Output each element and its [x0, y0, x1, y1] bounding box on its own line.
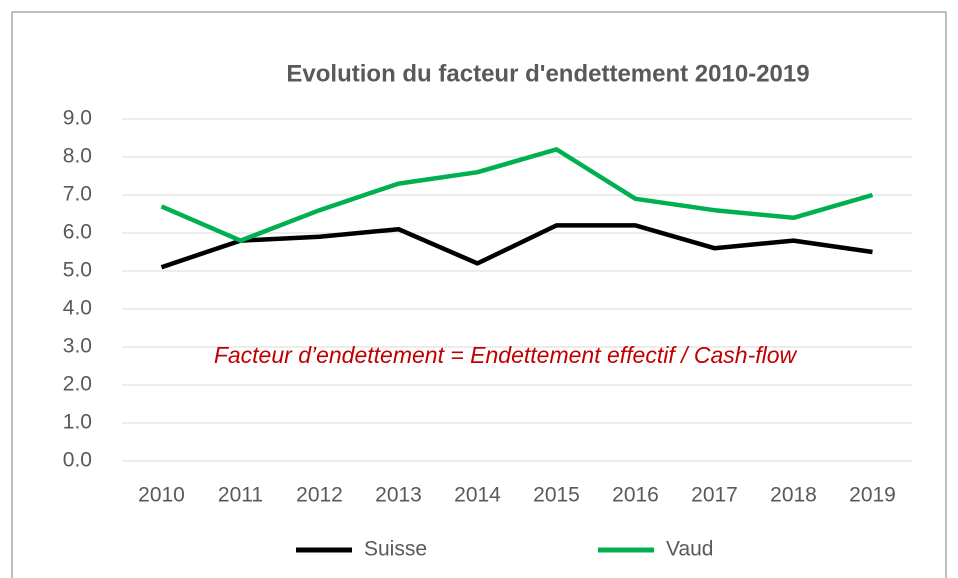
series-line [160, 223, 873, 270]
x-tick-label: 2017 [691, 484, 738, 507]
y-tick-label: 3.0 [63, 335, 92, 358]
x-tick-label: 2018 [770, 484, 817, 507]
y-tick-label: 2.0 [63, 373, 92, 396]
y-tick-label: 6.0 [63, 221, 92, 244]
y-tick-label: 9.0 [63, 107, 92, 130]
annotation: Facteur d’endettement = Endettement effe… [214, 342, 798, 368]
x-tick-label: 2019 [849, 484, 896, 507]
x-tick-label: 2015 [533, 484, 580, 507]
y-tick-label: 5.0 [63, 259, 92, 282]
x-tick-label: 2014 [454, 484, 501, 507]
x-tick-label: 2013 [375, 484, 422, 507]
y-tick-label: 7.0 [63, 183, 92, 206]
x-tick-label: 2011 [218, 484, 263, 507]
x-tick-label: 2010 [138, 484, 185, 507]
y-tick-label: 1.0 [63, 411, 92, 434]
x-tick-label: 2016 [612, 484, 659, 507]
chart-border [11, 11, 947, 578]
chart-title: Evolution du facteur d'endettement 2010-… [286, 60, 809, 87]
x-tick-label: 2012 [296, 484, 343, 507]
series-line [160, 147, 874, 243]
legend-label: Suisse [364, 538, 427, 561]
y-tick-label: 8.0 [63, 145, 92, 168]
legend-label: Vaud [666, 538, 714, 561]
y-tick-label: 0.0 [63, 449, 92, 472]
y-tick-label: 4.0 [63, 297, 92, 320]
